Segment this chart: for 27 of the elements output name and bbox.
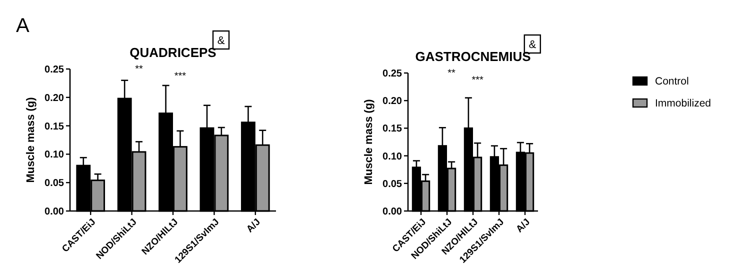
text: & bbox=[217, 35, 226, 47]
text: A bbox=[16, 15, 30, 37]
y-tick-label: 0.25 bbox=[382, 68, 402, 80]
y-tick-label: 0.15 bbox=[382, 124, 402, 135]
annotation: ** bbox=[135, 64, 144, 75]
x-tick-label: A/J bbox=[514, 216, 532, 235]
legend-label: Immobilized bbox=[655, 98, 712, 110]
y-tick-label: 0.20 bbox=[44, 92, 64, 104]
annotation: *** bbox=[174, 71, 186, 82]
y-tick-label: 0.05 bbox=[44, 178, 64, 190]
y-axis-title: Muscle mass (g) bbox=[363, 98, 375, 185]
x-tick-label: A/J bbox=[244, 216, 263, 235]
y-tick-label: 0.20 bbox=[382, 96, 402, 108]
y-tick-label: 0.00 bbox=[382, 206, 402, 218]
legend-label: Control bbox=[655, 76, 689, 88]
chart-title: QUADRICEPS bbox=[130, 45, 217, 60]
text: & bbox=[528, 39, 537, 51]
y-tick-label: 0.05 bbox=[382, 178, 402, 190]
annotation: *** bbox=[472, 75, 484, 86]
y-tick-label: 0.00 bbox=[44, 206, 64, 218]
chart-title: GASTROCNEMIUS bbox=[415, 49, 532, 64]
y-tick-label: 0.10 bbox=[44, 150, 64, 161]
y-axis-title: Muscle mass (g) bbox=[25, 96, 37, 183]
y-tick-label: 0.15 bbox=[44, 121, 64, 132]
annotation: ** bbox=[448, 68, 456, 79]
y-tick-label: 0.25 bbox=[44, 64, 64, 76]
y-tick-label: 0.10 bbox=[382, 151, 402, 162]
